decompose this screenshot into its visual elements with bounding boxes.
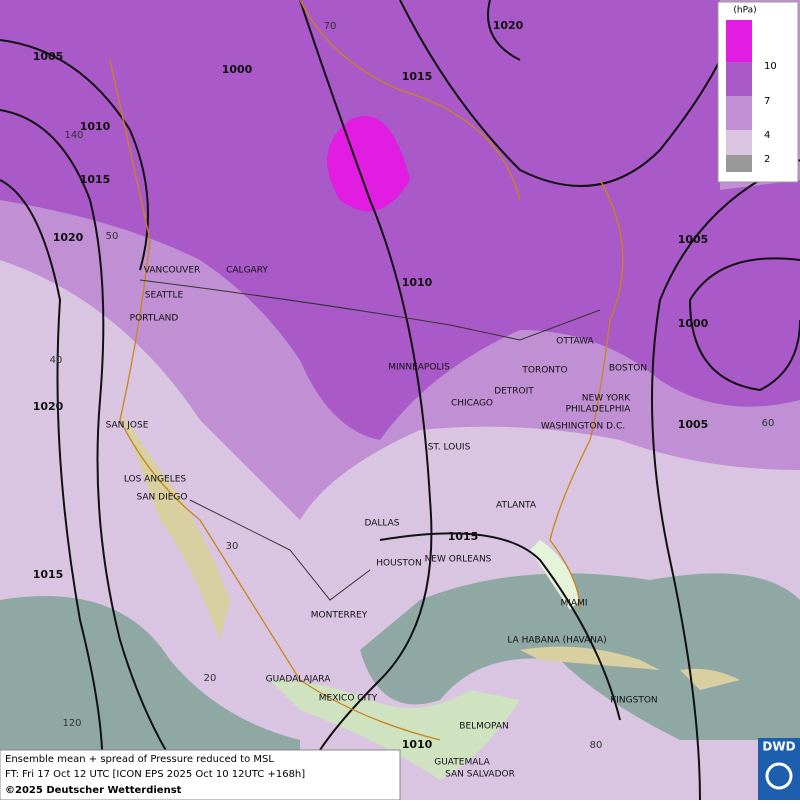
legend-level: 2 xyxy=(764,154,770,165)
city-label: GUADALAJARA xyxy=(266,675,332,685)
city-label: LOS ANGELES xyxy=(124,475,187,485)
isobar-label: 1005 xyxy=(678,233,709,246)
city-label: CHICAGO xyxy=(451,399,493,409)
legend-swatch xyxy=(726,155,752,172)
isobar-label: 1020 xyxy=(33,400,64,413)
isobar-label: 1015 xyxy=(402,70,433,83)
city-label: LA HABANA (HAVANA) xyxy=(507,636,606,646)
grid-label: 70 xyxy=(324,21,337,32)
grid-label: 140 xyxy=(64,130,83,141)
city-label: ST. LOUIS xyxy=(428,443,471,453)
isobar-label: 1010 xyxy=(402,276,433,289)
footer-line: ©2025 Deutscher Wetterdienst xyxy=(5,785,182,796)
isobar-label: 1005 xyxy=(33,50,64,63)
city-label: CALGARY xyxy=(226,266,268,276)
grid-label: 20 xyxy=(204,673,217,684)
city-label: GUATEMALA xyxy=(434,758,490,768)
city-label: TORONTO xyxy=(521,366,567,376)
baja-land xyxy=(120,410,230,640)
isobar-label: 1010 xyxy=(80,120,111,133)
grid-label: 40 xyxy=(50,355,63,366)
isobar-label: 1010 xyxy=(402,738,433,751)
city-label: SEATTLE xyxy=(145,291,184,301)
footer-box xyxy=(0,749,401,801)
city-label: VANCOUVER xyxy=(144,266,201,276)
grid-label: 120 xyxy=(62,718,81,729)
logo-icon xyxy=(765,762,793,790)
city-label: WASHINGTON D.C. xyxy=(541,422,625,432)
low-spread-ocean xyxy=(0,596,300,800)
footer-line: Ensemble mean + spread of Pressure reduc… xyxy=(5,754,274,765)
grid-label: 80 xyxy=(590,740,603,751)
city-label: MINNEAPOLIS xyxy=(388,363,450,373)
city-label: MONTERREY xyxy=(311,611,368,621)
grid-label: 60 xyxy=(762,418,775,429)
isobar-label: 1020 xyxy=(53,231,84,244)
city-label: BOSTON xyxy=(609,364,647,374)
city-label: PORTLAND xyxy=(130,314,179,324)
legend-level: 4 xyxy=(764,130,770,141)
caribbean-land xyxy=(520,646,740,690)
isobar-label: 1000 xyxy=(222,63,253,76)
isobar-label: 1000 xyxy=(678,317,709,330)
isobar-label: 1005 xyxy=(678,418,709,431)
legend-swatch xyxy=(726,20,752,62)
city-label: SAN SALVADOR xyxy=(445,770,515,780)
city-label: HOUSTON xyxy=(376,559,421,569)
florida-land xyxy=(530,540,580,610)
legend-level: 7 xyxy=(764,96,770,107)
city-label: DETROIT xyxy=(494,387,534,397)
city-label: PHILADELPHIA xyxy=(566,405,632,415)
coastlines xyxy=(109,0,624,741)
footer-line: FT: Fri 17 Oct 12 UTC [ICON EPS 2025 Oct… xyxy=(5,769,305,780)
logo-box xyxy=(758,738,800,800)
isobar-label: 1015 xyxy=(80,173,111,186)
city-label: NEW ORLEANS xyxy=(425,555,492,565)
logo-text: DWD xyxy=(762,740,795,754)
city-label: KINGSTON xyxy=(610,696,657,706)
city-label: SAN DIEGO xyxy=(137,493,188,503)
isobar-label: 1015 xyxy=(448,530,479,543)
central-america-land xyxy=(270,680,520,780)
isobar-label: 1015 xyxy=(33,568,64,581)
city-label: MEXICO CITY xyxy=(319,694,378,704)
legend-swatch xyxy=(726,96,752,130)
city-label: NEW YORK xyxy=(582,394,632,404)
city-label: ATLANTA xyxy=(496,501,537,511)
grid-label: 50 xyxy=(106,231,119,242)
city-label: BELMOPAN xyxy=(459,722,508,732)
legend-swatch xyxy=(726,130,752,155)
legend-swatch xyxy=(726,62,752,96)
borders xyxy=(139,279,601,601)
city-label: OTTAWA xyxy=(556,337,594,347)
legend-unit: (hPa) xyxy=(733,6,756,16)
legend: (hPa) xyxy=(717,1,799,183)
city-label: DALLAS xyxy=(364,519,399,529)
legend-level: 10 xyxy=(764,61,777,72)
city-label: SAN JOSE xyxy=(106,421,149,431)
isobar-label: 1020 xyxy=(493,19,524,32)
grid-label: 30 xyxy=(226,541,239,552)
spread-7-10 xyxy=(0,0,800,440)
city-label: MIAMI xyxy=(561,599,588,609)
